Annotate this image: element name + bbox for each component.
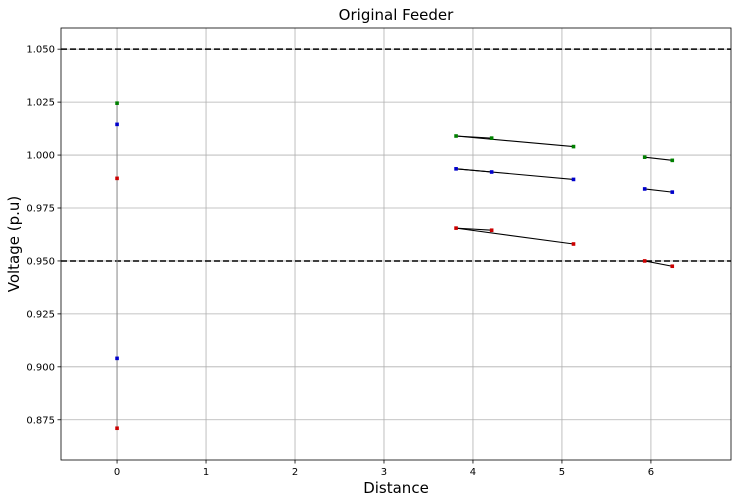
data-point xyxy=(489,136,494,140)
connector-line xyxy=(644,156,673,161)
data-point xyxy=(670,158,675,163)
x-tick-label: 3 xyxy=(381,467,387,478)
y-tick-label: 0.925 xyxy=(26,309,55,320)
y-tick-label: 0.900 xyxy=(26,362,55,373)
data-point xyxy=(571,144,576,149)
connector-line xyxy=(456,227,492,231)
y-tick-label: 1.025 xyxy=(26,98,55,109)
data-points xyxy=(115,101,675,431)
data-point xyxy=(642,187,647,191)
y-tick-label: 0.875 xyxy=(26,415,55,426)
x-tick-label: 6 xyxy=(648,467,654,478)
data-point xyxy=(454,226,458,230)
data-point xyxy=(115,176,119,181)
y-axis-label: Voltage (p.u) xyxy=(5,196,23,293)
connector-line xyxy=(456,168,492,173)
data-point xyxy=(571,242,576,246)
x-tick-label: 0 xyxy=(114,467,120,478)
y-tick-label: 1.000 xyxy=(26,151,55,162)
data-point xyxy=(571,177,576,182)
connector-line xyxy=(644,260,673,267)
connector-line xyxy=(644,188,673,193)
connector-line xyxy=(456,135,574,148)
x-tick-label: 5 xyxy=(559,467,565,478)
data-point xyxy=(642,259,647,263)
data-point xyxy=(454,134,458,138)
data-point xyxy=(454,167,458,171)
data-point xyxy=(642,155,647,159)
grid-lines xyxy=(61,28,731,460)
x-tick-label: 2 xyxy=(292,467,298,478)
chart-title: Original Feeder xyxy=(339,6,454,24)
voltage-limit-lines xyxy=(61,48,731,262)
x-tick-label: 1 xyxy=(203,467,209,478)
data-point xyxy=(115,426,119,431)
y-tick-label: 0.950 xyxy=(26,256,55,267)
data-point xyxy=(115,122,119,127)
data-point xyxy=(670,264,675,269)
data-point xyxy=(489,170,494,174)
y-tick-label: 0.975 xyxy=(26,204,55,215)
data-point xyxy=(115,101,119,105)
data-point xyxy=(115,356,119,361)
x-axis-ticks: 0 1 2 3 4 5 6 xyxy=(114,460,654,478)
plot-frame xyxy=(60,27,732,461)
y-axis-ticks: 0.875 0.900 0.925 0.950 0.975 1.000 1.025 1.050 xyxy=(26,45,61,426)
connector-line xyxy=(456,135,492,139)
data-point xyxy=(489,228,494,233)
x-tick-label: 4 xyxy=(470,467,476,478)
connector-lines xyxy=(116,103,673,429)
connector-line xyxy=(455,227,574,245)
y-tick-label: 1.050 xyxy=(26,45,55,56)
data-point xyxy=(670,190,675,194)
x-axis-label: Distance xyxy=(363,479,429,497)
